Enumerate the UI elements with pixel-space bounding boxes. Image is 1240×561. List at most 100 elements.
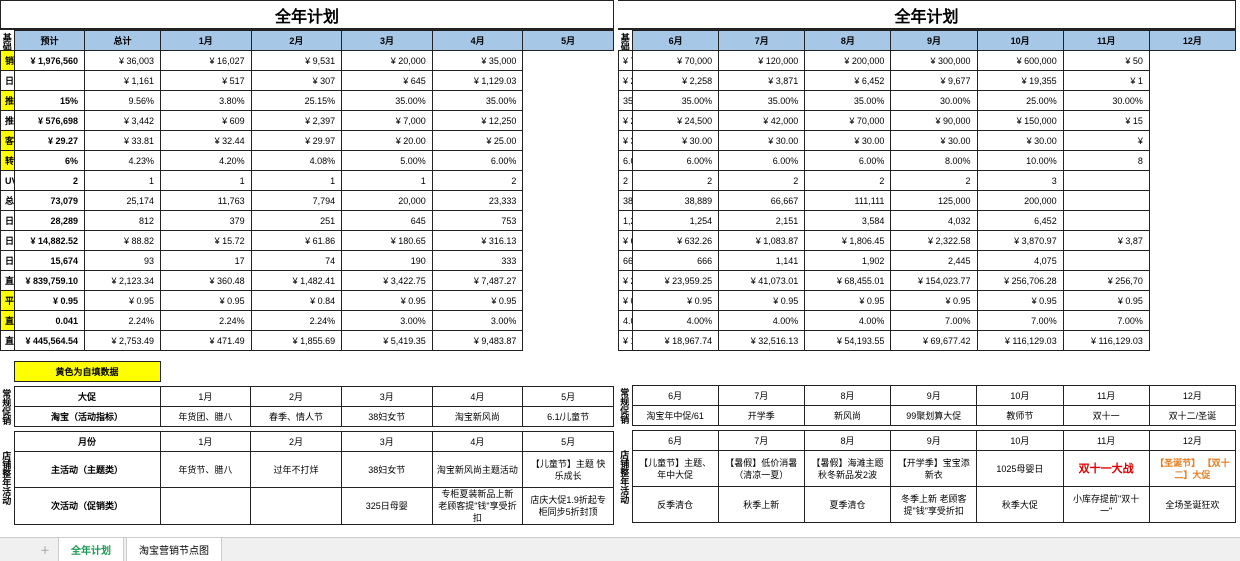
cell[interactable]: ¥ 15.72 bbox=[161, 231, 252, 251]
cell[interactable]: 17 bbox=[161, 251, 252, 271]
cell[interactable]: ¥ 3,871 bbox=[719, 71, 805, 91]
cell[interactable]: 73,079 bbox=[15, 191, 85, 211]
cell[interactable]: 753 bbox=[432, 211, 523, 231]
cell[interactable] bbox=[1063, 251, 1149, 271]
cell[interactable]: 2,151 bbox=[719, 211, 805, 231]
cell[interactable]: ¥ 30.00 bbox=[891, 131, 977, 151]
cell[interactable] bbox=[15, 71, 85, 91]
cell[interactable]: ¥ 18,967.74 bbox=[633, 331, 719, 351]
cell[interactable]: 25.15% bbox=[251, 91, 342, 111]
cell[interactable]: ¥ 70,000 bbox=[633, 51, 719, 71]
cell[interactable]: ¥ 23,959.25 bbox=[619, 271, 633, 291]
cell[interactable]: ¥ 200,000 bbox=[805, 51, 891, 71]
cell[interactable]: 7,794 bbox=[251, 191, 342, 211]
cell[interactable]: ¥ 29.27 bbox=[15, 131, 85, 151]
cell[interactable]: ¥ 2,123.34 bbox=[85, 271, 161, 291]
cell[interactable]: 125,000 bbox=[891, 191, 977, 211]
cell[interactable]: ¥ 632.26 bbox=[619, 231, 633, 251]
cell[interactable]: 1 bbox=[251, 171, 342, 191]
cell[interactable]: 20,000 bbox=[342, 191, 433, 211]
cell[interactable]: 4.08% bbox=[251, 151, 342, 171]
cell[interactable]: ¥ 3,87 bbox=[1063, 231, 1149, 251]
cell[interactable]: 35.00% bbox=[633, 91, 719, 111]
cell[interactable]: 812 bbox=[85, 211, 161, 231]
cell[interactable]: 93 bbox=[85, 251, 161, 271]
cell[interactable]: 8.00% bbox=[891, 151, 977, 171]
cell[interactable]: 35.00% bbox=[342, 91, 433, 111]
cell[interactable]: ¥ 154,023.77 bbox=[891, 271, 977, 291]
cell[interactable]: ¥ 0.95 bbox=[432, 291, 523, 311]
cell[interactable]: 2 bbox=[15, 171, 85, 191]
cell[interactable]: 645 bbox=[342, 211, 433, 231]
cell[interactable]: 2.24% bbox=[161, 311, 252, 331]
cell[interactable]: ¥ 69,677.42 bbox=[891, 331, 977, 351]
cell[interactable]: ¥ 15 bbox=[1063, 111, 1149, 131]
cell[interactable]: 111,111 bbox=[805, 191, 891, 211]
cell[interactable]: ¥ 1,976,560 bbox=[15, 51, 85, 71]
cell[interactable]: 25,174 bbox=[85, 191, 161, 211]
cell[interactable]: 35.00% bbox=[619, 91, 633, 111]
cell[interactable]: ¥ 0.95 bbox=[977, 291, 1063, 311]
cell[interactable] bbox=[1063, 211, 1149, 231]
cell[interactable]: ¥ 20.00 bbox=[342, 131, 433, 151]
cell[interactable]: ¥ 14,882.52 bbox=[15, 231, 85, 251]
cell[interactable]: 1 bbox=[342, 171, 433, 191]
cell[interactable]: ¥ 645 bbox=[342, 71, 433, 91]
cell[interactable]: ¥ 23,959.25 bbox=[633, 271, 719, 291]
cell[interactable]: ¥ 2,258 bbox=[619, 71, 633, 91]
tab-add-icon[interactable]: ＋ bbox=[40, 542, 50, 557]
cell[interactable]: ¥ 5,419.35 bbox=[342, 331, 433, 351]
cell[interactable]: ¥ 30.00 bbox=[977, 131, 1063, 151]
cell[interactable]: 379 bbox=[161, 211, 252, 231]
cell[interactable]: 15% bbox=[15, 91, 85, 111]
cell[interactable]: ¥ 471.49 bbox=[161, 331, 252, 351]
cell[interactable]: ¥ 70,000 bbox=[619, 51, 633, 71]
cell[interactable]: ¥ 20,000 bbox=[342, 51, 433, 71]
cell[interactable]: 190 bbox=[342, 251, 433, 271]
cell[interactable]: ¥ 7,487.27 bbox=[432, 271, 523, 291]
cell[interactable]: ¥ 0.95 bbox=[342, 291, 433, 311]
cell[interactable]: ¥ 116,129.03 bbox=[1063, 331, 1149, 351]
cell[interactable]: ¥ 1,129.03 bbox=[432, 71, 523, 91]
cell[interactable]: 333 bbox=[432, 251, 523, 271]
cell[interactable]: 4.00% bbox=[619, 311, 633, 331]
cell[interactable]: 35.00% bbox=[432, 91, 523, 111]
cell[interactable]: 11,763 bbox=[161, 191, 252, 211]
cell[interactable] bbox=[1063, 191, 1149, 211]
cell[interactable]: 4,075 bbox=[977, 251, 1063, 271]
cell[interactable]: 7.00% bbox=[1063, 311, 1149, 331]
cell[interactable]: ¥ 36,003 bbox=[85, 51, 161, 71]
cell[interactable]: ¥ 0.95 bbox=[805, 291, 891, 311]
cell[interactable]: 6.00% bbox=[805, 151, 891, 171]
cell[interactable]: ¥ 68,455.01 bbox=[805, 271, 891, 291]
cell[interactable]: 1 bbox=[85, 171, 161, 191]
cell[interactable]: 38,889 bbox=[633, 191, 719, 211]
cell[interactable]: 74 bbox=[251, 251, 342, 271]
cell[interactable]: ¥ 1,855.69 bbox=[251, 331, 342, 351]
cell[interactable]: ¥ 3,870.97 bbox=[977, 231, 1063, 251]
cell[interactable]: 2 bbox=[891, 171, 977, 191]
cell[interactable]: 4.00% bbox=[633, 311, 719, 331]
cell[interactable]: ¥ 61.86 bbox=[251, 231, 342, 251]
cell[interactable]: ¥ 9,531 bbox=[251, 51, 342, 71]
cell[interactable]: 3,584 bbox=[805, 211, 891, 231]
cell[interactable]: 3.80% bbox=[161, 91, 252, 111]
cell[interactable]: ¥ 29.97 bbox=[251, 131, 342, 151]
cell[interactable]: ¥ 2,397 bbox=[251, 111, 342, 131]
cell[interactable]: 2 bbox=[719, 171, 805, 191]
cell[interactable]: 6.00% bbox=[633, 151, 719, 171]
cell[interactable]: ¥ 54,193.55 bbox=[805, 331, 891, 351]
cell[interactable]: 4.00% bbox=[719, 311, 805, 331]
cell[interactable]: 251 bbox=[251, 211, 342, 231]
cell[interactable]: ¥ 576,698 bbox=[15, 111, 85, 131]
cell[interactable]: ¥ 24,500 bbox=[633, 111, 719, 131]
cell[interactable]: ¥ 256,706.28 bbox=[977, 271, 1063, 291]
cell[interactable] bbox=[1063, 171, 1149, 191]
cell[interactable]: ¥ 32.44 bbox=[161, 131, 252, 151]
cell[interactable]: 6.00% bbox=[432, 151, 523, 171]
cell[interactable]: ¥ 0.95 bbox=[1063, 291, 1149, 311]
cell[interactable]: 7.00% bbox=[891, 311, 977, 331]
cell[interactable]: ¥ 24,500 bbox=[619, 111, 633, 131]
cell[interactable]: ¥ 3,442 bbox=[85, 111, 161, 131]
cell[interactable]: ¥ 0.84 bbox=[251, 291, 342, 311]
